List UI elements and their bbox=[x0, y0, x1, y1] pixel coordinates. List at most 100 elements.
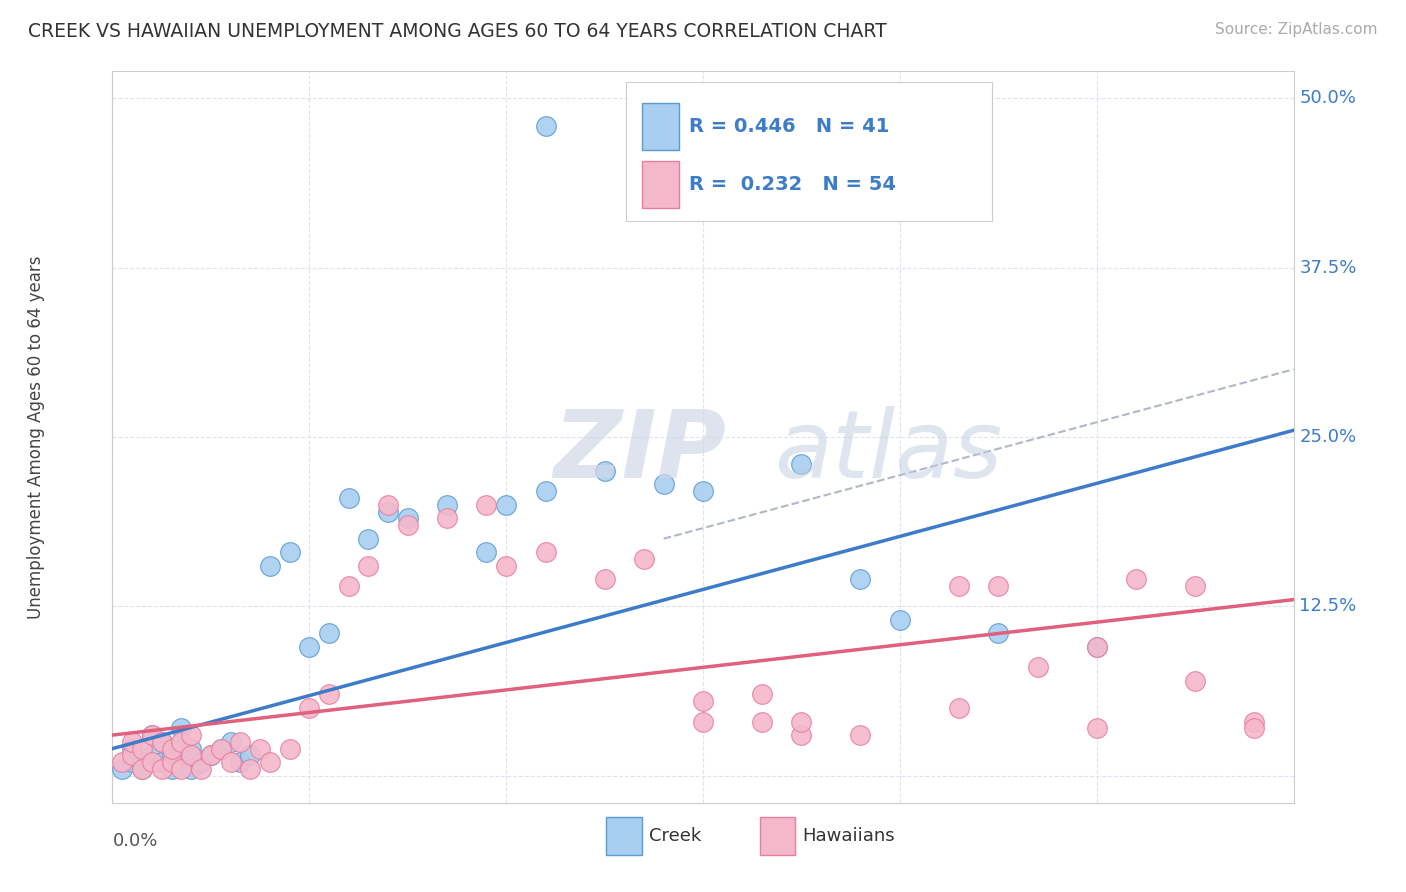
Point bbox=[200, 748, 222, 763]
Point bbox=[209, 741, 232, 756]
Point bbox=[170, 721, 193, 735]
Point bbox=[534, 545, 557, 559]
Point bbox=[652, 477, 675, 491]
Point bbox=[259, 558, 281, 573]
Text: Hawaiians: Hawaiians bbox=[803, 828, 894, 846]
Point bbox=[141, 755, 163, 769]
Point bbox=[1085, 640, 1108, 654]
Point bbox=[121, 741, 143, 756]
Point bbox=[337, 579, 360, 593]
Point bbox=[1026, 660, 1049, 674]
Point bbox=[337, 491, 360, 505]
Point bbox=[475, 545, 498, 559]
Point bbox=[170, 741, 193, 756]
Point bbox=[534, 119, 557, 133]
Point bbox=[436, 498, 458, 512]
Point bbox=[141, 728, 163, 742]
Text: 12.5%: 12.5% bbox=[1299, 598, 1357, 615]
Point bbox=[219, 735, 242, 749]
Point bbox=[593, 572, 616, 586]
Point bbox=[298, 640, 321, 654]
Point bbox=[121, 755, 143, 769]
Point bbox=[889, 613, 911, 627]
Point bbox=[1184, 673, 1206, 688]
Point bbox=[121, 735, 143, 749]
Point bbox=[219, 755, 242, 769]
FancyBboxPatch shape bbox=[606, 817, 641, 855]
Point bbox=[692, 694, 714, 708]
Text: ZIP: ZIP bbox=[554, 406, 727, 498]
Point bbox=[396, 518, 419, 533]
FancyBboxPatch shape bbox=[641, 161, 679, 208]
Point bbox=[987, 626, 1010, 640]
Point bbox=[751, 688, 773, 702]
Text: CREEK VS HAWAIIAN UNEMPLOYMENT AMONG AGES 60 TO 64 YEARS CORRELATION CHART: CREEK VS HAWAIIAN UNEMPLOYMENT AMONG AGE… bbox=[28, 22, 887, 41]
Point bbox=[948, 701, 970, 715]
Point bbox=[790, 728, 813, 742]
Point bbox=[150, 755, 173, 769]
Point bbox=[278, 741, 301, 756]
Point bbox=[150, 762, 173, 776]
Point bbox=[534, 484, 557, 499]
Point bbox=[790, 457, 813, 471]
Text: R = 0.446   N = 41: R = 0.446 N = 41 bbox=[689, 117, 889, 136]
Point bbox=[1243, 721, 1265, 735]
Text: 37.5%: 37.5% bbox=[1299, 259, 1357, 277]
FancyBboxPatch shape bbox=[759, 817, 796, 855]
Point bbox=[170, 762, 193, 776]
Point bbox=[849, 572, 872, 586]
Point bbox=[180, 762, 202, 776]
Point bbox=[849, 728, 872, 742]
Point bbox=[357, 558, 380, 573]
Point bbox=[190, 755, 212, 769]
Point bbox=[1125, 572, 1147, 586]
Point bbox=[298, 701, 321, 715]
Point bbox=[150, 735, 173, 749]
Point bbox=[239, 762, 262, 776]
Point bbox=[160, 762, 183, 776]
Point bbox=[141, 728, 163, 742]
Point bbox=[111, 755, 134, 769]
Point bbox=[259, 755, 281, 769]
Point bbox=[200, 748, 222, 763]
Point bbox=[377, 498, 399, 512]
Point bbox=[131, 762, 153, 776]
Text: Creek: Creek bbox=[648, 828, 702, 846]
Point bbox=[318, 688, 340, 702]
Point bbox=[987, 579, 1010, 593]
Point bbox=[436, 511, 458, 525]
Point bbox=[160, 748, 183, 763]
Point bbox=[209, 741, 232, 756]
FancyBboxPatch shape bbox=[626, 82, 993, 221]
Point bbox=[160, 755, 183, 769]
Text: 50.0%: 50.0% bbox=[1299, 89, 1357, 107]
Text: R =  0.232   N = 54: R = 0.232 N = 54 bbox=[689, 175, 896, 194]
Point bbox=[751, 714, 773, 729]
Point bbox=[1085, 721, 1108, 735]
Point bbox=[190, 762, 212, 776]
Text: 25.0%: 25.0% bbox=[1299, 428, 1357, 446]
Point bbox=[180, 741, 202, 756]
Point bbox=[111, 762, 134, 776]
Point bbox=[692, 484, 714, 499]
Point bbox=[495, 498, 517, 512]
Point bbox=[396, 511, 419, 525]
Point bbox=[790, 714, 813, 729]
Point bbox=[318, 626, 340, 640]
Point bbox=[377, 505, 399, 519]
Point bbox=[229, 735, 252, 749]
FancyBboxPatch shape bbox=[641, 103, 679, 150]
Point bbox=[633, 552, 655, 566]
Point bbox=[495, 558, 517, 573]
Point bbox=[593, 464, 616, 478]
Point bbox=[141, 748, 163, 763]
Point bbox=[180, 728, 202, 742]
Point bbox=[229, 755, 252, 769]
Point bbox=[249, 741, 271, 756]
Text: 0.0%: 0.0% bbox=[112, 832, 157, 850]
Point bbox=[160, 741, 183, 756]
Point bbox=[239, 748, 262, 763]
Point bbox=[131, 741, 153, 756]
Point bbox=[1243, 714, 1265, 729]
Point bbox=[1184, 579, 1206, 593]
